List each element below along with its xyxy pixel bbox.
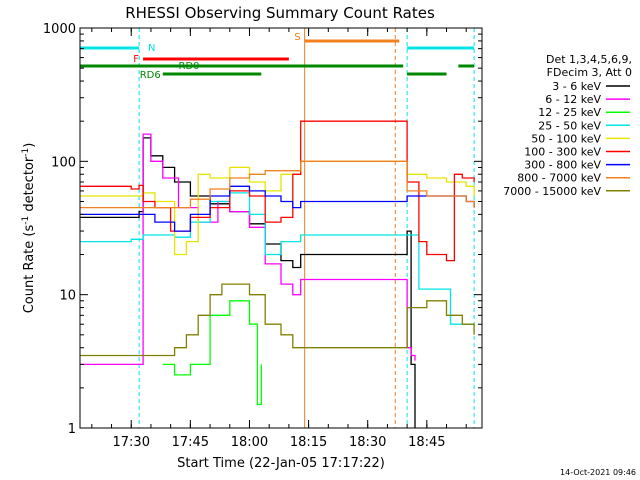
y-axis-label-part: -1	[21, 148, 31, 157]
series-line	[80, 160, 475, 209]
legend-entry: 12 - 25 keV	[538, 106, 601, 119]
legend-entry: 800 - 7000 keV	[517, 172, 601, 185]
vertical-markers-layer	[138, 28, 475, 428]
x-tick-label: 17:30	[113, 435, 150, 450]
legend-header: Det 1,3,4,5,6,9,	[546, 53, 632, 66]
x-axis: 17:30 17:45 18:00 18:15 18:30 18:45	[91, 28, 467, 450]
x-axis-label: Start Time (22-Jan-05 17:17:22)	[177, 456, 385, 471]
legend: Det 1,3,4,5,6,9,FDecim 3, Att 03 - 6 keV…	[503, 53, 632, 198]
x-tick-label: 17:45	[172, 435, 209, 450]
x-tick-label: 18:15	[290, 435, 327, 450]
y-tick-label: 10	[59, 289, 76, 304]
timestamp: 14-Oct-2021 09:46	[560, 468, 636, 477]
legend-entry: 50 - 100 keV	[531, 132, 601, 145]
y-axis-label-part: detector	[22, 156, 37, 216]
y-axis: 1 10 100 1000	[43, 22, 482, 437]
legend-entry: 25 - 50 keV	[538, 119, 601, 132]
y-tick-label: 1000	[43, 22, 76, 37]
series-line	[162, 300, 262, 406]
plot-frame	[79, 27, 483, 429]
legend-entry: 3 - 6 keV	[552, 80, 601, 93]
series-line	[80, 120, 475, 262]
flag-label: RD6	[140, 70, 161, 81]
legend-header: FDecim 3, Att 0	[547, 66, 632, 79]
legend-entry: 300 - 800 keV	[524, 159, 601, 172]
flag-label: RD0	[179, 61, 200, 72]
flag-label: N	[148, 43, 155, 54]
x-tick-label: 18:00	[231, 435, 268, 450]
y-tick-label: 1	[68, 422, 76, 437]
y-axis-label-part: )	[22, 143, 37, 148]
legend-entry: 6 - 12 keV	[545, 93, 601, 106]
flag-label: F	[133, 54, 139, 65]
legend-entry: 7000 - 15000 keV	[503, 185, 601, 198]
series-line	[80, 137, 416, 428]
y-axis-label-part: Count Rate (s	[22, 225, 37, 314]
y-axis-label-part: -1	[21, 216, 31, 225]
legend-entry: 100 - 300 keV	[524, 146, 601, 159]
x-tick-label: 18:45	[408, 435, 445, 450]
series-line	[80, 192, 475, 325]
y-axis-label: Count Rate (s-1 detector-1)	[21, 143, 37, 314]
flag-label: S	[294, 32, 300, 43]
series-line	[80, 133, 416, 366]
chart-title: RHESSI Observing Summary Count Rates	[125, 4, 435, 22]
flags-layer: N S F RD0 RD6	[80, 32, 475, 81]
y-tick-label: 100	[51, 155, 76, 170]
x-tick-label: 18:30	[349, 435, 386, 450]
series-layer	[80, 120, 475, 428]
series-line	[80, 283, 475, 357]
series-line	[80, 160, 475, 256]
